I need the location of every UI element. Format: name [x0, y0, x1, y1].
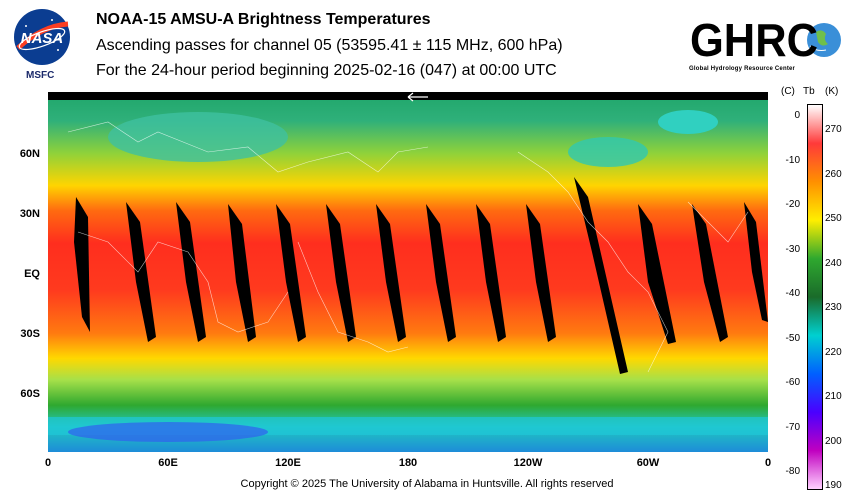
- colorbar-kelvin-tick: 190: [825, 480, 842, 491]
- colorbar-celsius-tick: -20: [785, 199, 800, 210]
- lat-label-60n: 60N: [19, 148, 40, 160]
- brightness-temperature-map: [48, 92, 768, 452]
- ghrc-logo: GHRC: [688, 6, 848, 68]
- ghrc-logo-text: GHRC: [690, 14, 818, 66]
- colorbar-kelvin-tick: 250: [825, 213, 842, 224]
- nasa-logo-text: NASA: [21, 30, 64, 47]
- lon-label-0: 0: [44, 457, 52, 469]
- colorbar: [807, 104, 823, 490]
- colorbar-kelvin-tick: 270: [825, 124, 842, 135]
- colorbar-kelvin-tick: 220: [825, 346, 842, 358]
- lon-label-60w: 60W: [636, 457, 660, 469]
- colorbar-kelvin-tick: 200: [825, 435, 842, 447]
- lon-label-120w: 120W: [513, 457, 543, 469]
- colorbar-celsius-tick: -70: [785, 421, 800, 433]
- colorbar-celsius-tick: -30: [785, 243, 800, 255]
- msfc-label: MSFC: [26, 70, 55, 81]
- lon-label-60e: 60E: [158, 457, 178, 469]
- lon-label-120e: 120E: [275, 457, 301, 469]
- period-subtitle: For the 24-hour period beginning 2025-02…: [96, 62, 557, 79]
- colorbar-kelvin-tick: 230: [825, 302, 842, 313]
- colorbar-tb-header: Tb: [803, 86, 815, 97]
- colorbar-celsius-tick: -80: [785, 466, 800, 477]
- channel-subtitle: Ascending passes for channel 05 (53595.4…: [96, 37, 563, 54]
- ghrc-subtitle: Global Hydrology Resource Center: [689, 66, 796, 72]
- copyright-notice: Copyright © 2025 The University of Alaba…: [240, 478, 614, 490]
- colorbar-celsius-tick: -50: [785, 332, 800, 344]
- lat-label-30n: 30N: [19, 208, 40, 220]
- colorbar-kelvin-tick: 240: [825, 257, 842, 269]
- colorbar-kelvin-tick: 260: [825, 168, 842, 180]
- colorbar-celsius-tick: -40: [785, 288, 800, 299]
- lon-label-180: 180: [398, 457, 418, 469]
- lon-label-0-east: 0: [764, 457, 772, 469]
- lat-label-60s: 60S: [20, 388, 40, 400]
- lat-label-eq: EQ: [24, 268, 40, 280]
- page-title: NOAA-15 AMSU-A Brightness Temperatures: [96, 11, 431, 28]
- colorbar-celsius-tick: 0: [794, 110, 800, 121]
- direction-arrow-icon: [406, 90, 430, 102]
- colorbar-kelvin-tick: 210: [825, 391, 842, 402]
- nasa-logo: NASA: [12, 6, 72, 68]
- colorbar-celsius-tick: -60: [785, 377, 800, 388]
- colorbar-celsius-header: (C): [781, 86, 795, 97]
- lat-label-30s: 30S: [20, 328, 40, 340]
- colorbar-kelvin-header: (K): [825, 86, 839, 97]
- colorbar-celsius-tick: -10: [785, 154, 800, 166]
